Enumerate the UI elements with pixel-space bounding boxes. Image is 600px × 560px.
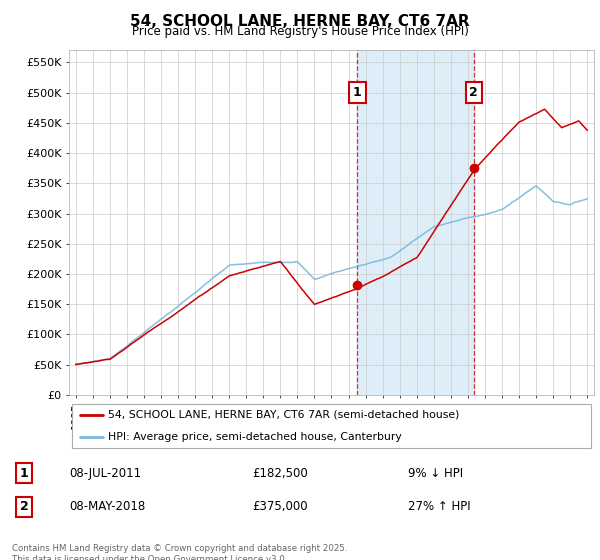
Text: 08-MAY-2018: 08-MAY-2018: [69, 500, 145, 514]
FancyBboxPatch shape: [71, 404, 592, 449]
Text: 1: 1: [353, 86, 362, 99]
Text: 1: 1: [20, 466, 28, 480]
Text: 27% ↑ HPI: 27% ↑ HPI: [408, 500, 470, 514]
Text: £182,500: £182,500: [252, 466, 308, 480]
Text: £375,000: £375,000: [252, 500, 308, 514]
Text: 9% ↓ HPI: 9% ↓ HPI: [408, 466, 463, 480]
Text: 54, SCHOOL LANE, HERNE BAY, CT6 7AR: 54, SCHOOL LANE, HERNE BAY, CT6 7AR: [130, 14, 470, 29]
Text: Price paid vs. HM Land Registry's House Price Index (HPI): Price paid vs. HM Land Registry's House …: [131, 25, 469, 38]
Bar: [358, 50, 474, 395]
Text: HPI: Average price, semi-detached house, Canterbury: HPI: Average price, semi-detached house,…: [109, 432, 402, 442]
Text: 2: 2: [469, 86, 478, 99]
Text: 54, SCHOOL LANE, HERNE BAY, CT6 7AR (semi-detached house): 54, SCHOOL LANE, HERNE BAY, CT6 7AR (sem…: [109, 410, 460, 420]
Text: 08-JUL-2011: 08-JUL-2011: [69, 466, 141, 480]
Text: 2: 2: [20, 500, 28, 514]
Text: Contains HM Land Registry data © Crown copyright and database right 2025.
This d: Contains HM Land Registry data © Crown c…: [12, 544, 347, 560]
